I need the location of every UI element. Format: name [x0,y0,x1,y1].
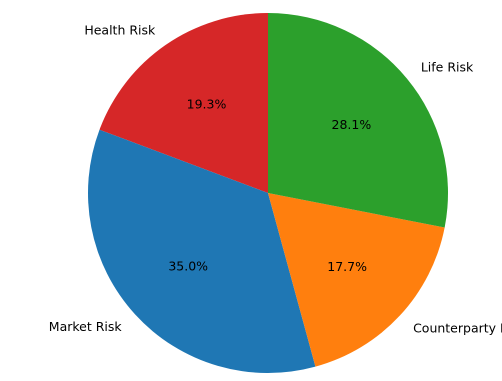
slice-health-risk [99,13,268,193]
pie-labels: 19.3% Health Risk 35.0% Market Risk 17.7% Cou… [49,23,502,336]
category-label-market-risk: Market Risk [49,319,123,334]
pct-label-market-risk: 35.0% [168,258,208,273]
pie-slices [87,13,448,373]
category-label-life-risk: Life Risk [421,60,474,75]
slice-counterparty-default-risk [268,193,445,367]
slice-market-risk [87,129,316,373]
category-label-counterparty-default-risk: Counterparty Default Risk [413,320,502,335]
slice-life-risk [268,13,448,228]
pct-label-health-risk: 19.3% [187,97,227,112]
pct-label-counterparty-default-risk: 17.7% [327,259,367,274]
pct-label-life-risk: 28.1% [332,117,372,132]
category-label-health-risk: Health Risk [84,23,156,38]
